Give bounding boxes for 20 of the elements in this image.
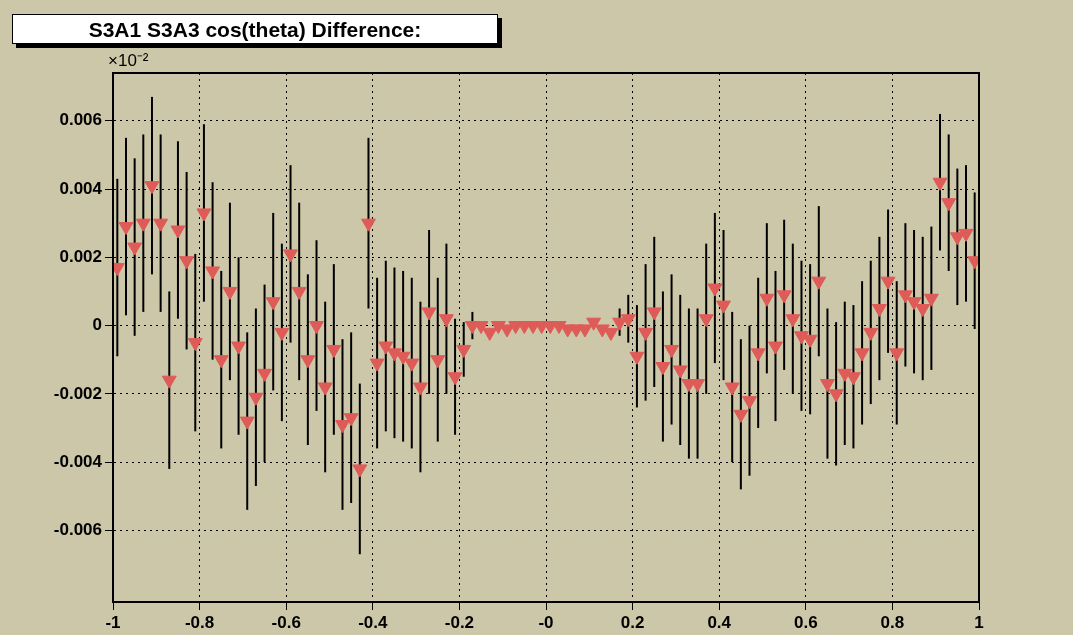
y-tick-label: 0.002: [59, 246, 102, 266]
chart-title: S3A1 S3A3 cos(theta) Difference:: [12, 14, 498, 44]
y-tick-label: 0.004: [59, 178, 103, 198]
y-tick-label: -0.006: [53, 520, 102, 540]
x-tick-label: -0: [538, 612, 554, 632]
x-tick-label: -1: [105, 612, 121, 632]
x-tick-label: -0.8: [184, 612, 215, 632]
x-tick-label: 0.8: [880, 612, 905, 632]
x-tick-label: -0.6: [271, 612, 301, 632]
x-tick-label: 1: [974, 612, 984, 632]
x-tick-label: 0.6: [793, 612, 818, 632]
x-tick-label: 0.4: [707, 612, 732, 632]
text: ×10⁻²: [108, 50, 149, 71]
y-tick-label: -0.002: [53, 383, 102, 403]
y-tick-label: 0: [92, 315, 102, 335]
y-tick-label: 0.006: [59, 110, 102, 130]
x-tick-label: -0.4: [358, 612, 388, 632]
y-tick-label: -0.004: [53, 451, 103, 471]
x-tick-label: 0.2: [620, 612, 645, 632]
x-tick-label: -0.2: [444, 612, 475, 632]
